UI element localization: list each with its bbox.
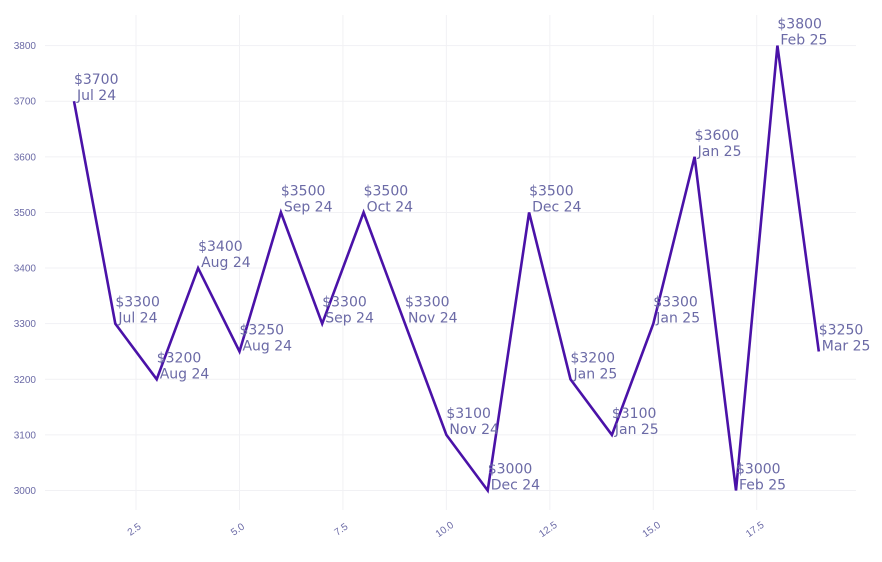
data-label-date: Aug 24	[242, 338, 292, 354]
data-label: $3300 Jul 24	[115, 295, 160, 327]
data-label-date: Feb 25	[739, 478, 786, 494]
y-tick-label: 3100	[14, 430, 37, 441]
data-label-date: Nov 24	[408, 311, 458, 327]
data-label: $3700 Jul 24	[74, 72, 119, 104]
data-label-date: Aug 24	[160, 366, 210, 382]
data-label-value: $3200	[570, 350, 615, 366]
x-tick-label: 12.5	[537, 520, 560, 540]
data-label-value: $3100	[446, 406, 491, 422]
data-label-date: Jul 24	[76, 88, 116, 104]
data-label: $3400 Aug 24	[198, 239, 251, 271]
data-label: $3500 Sep 24	[281, 183, 333, 215]
x-tick-label: 15.0	[641, 520, 664, 540]
data-label-date: Oct 24	[367, 199, 414, 215]
data-label: $3000 Feb 25	[736, 462, 786, 494]
data-label-value: $3300	[115, 295, 160, 311]
y-tick-label: 3200	[14, 375, 37, 386]
x-tick-label: 17.5	[744, 520, 767, 540]
data-label-date: Jan 25	[572, 366, 617, 382]
grid	[45, 15, 856, 510]
x-tick-label: 5.0	[229, 521, 247, 538]
data-label-date: Jan 25	[697, 144, 742, 160]
data-label: $3300 Nov 24	[405, 295, 458, 327]
data-label-date: Dec 24	[491, 478, 540, 494]
data-label: $3000 Dec 24	[488, 462, 540, 494]
data-label: $3250 Aug 24	[239, 322, 292, 354]
data-label-value: $3400	[198, 239, 243, 255]
data-label-value: $3000	[488, 462, 533, 478]
x-tick-label: 10.0	[434, 520, 457, 540]
data-labels: $3700 Jul 24$3300 Jul 24$3200 Aug 24$3400 Au…	[74, 17, 870, 494]
data-label-value: $3000	[736, 462, 781, 478]
data-label-date: Dec 24	[532, 199, 581, 215]
data-label-date: Sep 24	[284, 199, 333, 215]
data-label-value: $3800	[777, 17, 822, 33]
data-label-date: Mar 25	[822, 338, 871, 354]
data-label-date: Jul 24	[117, 311, 157, 327]
x-tick-label: 2.5	[126, 521, 144, 538]
data-label-date: Jan 25	[655, 311, 700, 327]
data-label-value: $3300	[322, 295, 367, 311]
y-tick-label: 3400	[14, 264, 37, 275]
data-label: $3500 Dec 24	[529, 183, 581, 215]
data-label: $3600 Jan 25	[695, 128, 742, 160]
series-line	[72, 45, 821, 494]
data-label-value: $3250	[819, 322, 864, 338]
data-label-value: $3500	[364, 183, 409, 199]
data-label: $3800 Feb 25	[777, 17, 827, 49]
data-label: $3250 Mar 25	[819, 322, 871, 354]
data-label-value: $3100	[612, 406, 657, 422]
data-label-value: $3300	[405, 295, 450, 311]
y-tick-label: 3300	[14, 319, 37, 330]
data-label: $3200 Aug 24	[157, 350, 210, 382]
data-label: $3100 Nov 24	[446, 406, 499, 438]
data-label: $3200 Jan 25	[570, 350, 617, 382]
axes: 3000 3100 3200 3300 3400 3500 3600 3700 3800 2.5 5…	[14, 41, 767, 540]
data-label-date: Sep 24	[325, 311, 374, 327]
y-tick-label: 3700	[14, 97, 37, 108]
data-label: $3500 Oct 24	[364, 183, 414, 215]
data-label-date: Nov 24	[449, 422, 499, 438]
x-tick-label: 7.5	[333, 521, 351, 538]
data-label-value: $3500	[529, 183, 574, 199]
data-label-value: $3300	[653, 295, 698, 311]
data-label-value: $3700	[74, 72, 119, 88]
data-label-value: $3250	[239, 322, 284, 338]
y-tick-label: 3500	[14, 208, 37, 219]
series	[72, 45, 821, 494]
y-tick-label: 3000	[14, 486, 37, 497]
data-label-value: $3200	[157, 350, 202, 366]
data-label: $3100 Jan 25	[612, 406, 659, 438]
data-label-date: Feb 25	[780, 33, 827, 49]
data-label: $3300 Jan 25	[653, 295, 700, 327]
y-tick-label: 3600	[14, 152, 37, 163]
data-label-value: $3600	[695, 128, 740, 144]
data-label-value: $3500	[281, 183, 326, 199]
data-label: $3300 Sep 24	[322, 295, 374, 327]
data-label-date: Aug 24	[201, 255, 251, 271]
data-label-date: Jan 25	[614, 422, 659, 438]
y-tick-label: 3800	[14, 41, 37, 52]
